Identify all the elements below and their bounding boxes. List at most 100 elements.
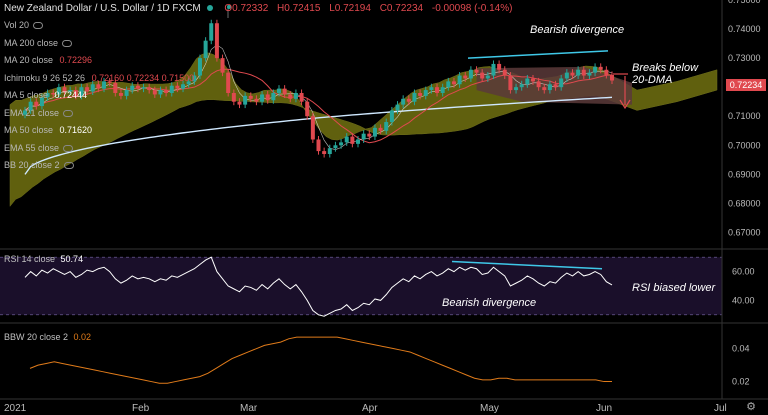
candle [418, 92, 423, 96]
eye-hidden-icon[interactable] [63, 144, 74, 152]
legend-label: MA 50 close [4, 125, 54, 135]
exchange: FXCM [172, 3, 201, 14]
candle [542, 87, 547, 91]
candle [440, 87, 445, 93]
candle [197, 58, 202, 76]
eye-hidden-icon[interactable] [63, 109, 74, 117]
candle [508, 75, 513, 91]
candle [231, 92, 236, 102]
legend-label: MA 20 close [4, 55, 54, 65]
price-pane[interactable] [9, 5, 718, 208]
candle [147, 87, 152, 91]
price-tick-label: 0.75000 [728, 0, 761, 5]
candle [344, 136, 349, 143]
candle [350, 136, 355, 144]
rsi-trendline [451, 260, 603, 270]
candle [23, 110, 27, 115]
candle [463, 75, 468, 79]
candle [514, 87, 519, 91]
candle [570, 72, 575, 76]
candle [265, 94, 270, 101]
symbol-name[interactable]: New Zealand Dollar / U.S. Dollar [4, 3, 149, 14]
legend-label: Ichimoku 9 26 52 26 [4, 72, 86, 83]
candle [226, 72, 231, 93]
price-tick-label: 0.67000 [728, 227, 761, 237]
candle [536, 81, 541, 88]
candle [181, 84, 186, 89]
candle [141, 87, 146, 89]
candle [90, 84, 95, 92]
annotation-rsi-biased-lower: RSI biased lower [632, 282, 716, 294]
rsi-tick-label: 40.00 [732, 295, 755, 305]
candle [68, 90, 73, 92]
bbw-label[interactable]: BBW 20 close 2 0.02 [4, 332, 91, 342]
candle [401, 98, 406, 105]
eye-hidden-icon[interactable] [62, 39, 73, 47]
bbw-tick-label: 0.02 [732, 377, 750, 387]
legend-row[interactable]: MA 5 close 0.72444 [4, 90, 87, 101]
candle [339, 142, 344, 146]
candle [305, 101, 310, 117]
bbw-label-text: BBW 20 close 2 [4, 332, 69, 342]
legend-row[interactable]: BB 20 close 2 [4, 160, 74, 171]
marker-dot [227, 5, 231, 9]
legend-label: EMA 21 close [4, 107, 60, 118]
legend-label: MA 200 close [4, 37, 59, 48]
legend-value: 0.72296 [57, 55, 93, 65]
ohlc-high: H0.72415 [277, 3, 321, 14]
interval[interactable]: 1D [156, 3, 170, 14]
legend-row[interactable]: Vol 20 [4, 20, 44, 31]
rsi-label-value: 50.74 [60, 254, 84, 264]
candle [186, 81, 191, 85]
legend-row[interactable]: MA 20 close 0.72296 [4, 55, 92, 66]
ma5-line [24, 44, 613, 150]
x-tick-label: May [480, 403, 499, 414]
candle [28, 101, 33, 111]
candle [525, 78, 530, 85]
candle [327, 148, 332, 155]
candle [39, 97, 44, 107]
legend-row[interactable]: Ichimoku 9 26 52 26 0.72160 0.72234 0.71… [4, 73, 194, 84]
candle [56, 87, 61, 95]
legend-row[interactable]: MA 50 close 0.71620 [4, 125, 92, 136]
annotation-bearish-divergence-rsi: Bearish divergence [442, 297, 537, 309]
candle [356, 139, 361, 144]
rsi-label[interactable]: RSI 14 close 50.74 [4, 254, 83, 264]
candle [271, 92, 276, 101]
candle [107, 81, 112, 83]
legend-row[interactable]: EMA 55 close [4, 142, 74, 154]
chart-header: New Zealand Dollar / U.S. Dollar / 1D FX… [4, 3, 513, 14]
candle [220, 58, 225, 73]
candle [598, 66, 603, 70]
legend-label: EMA 55 close [4, 142, 60, 153]
candle [243, 95, 248, 105]
x-tick-label: Mar [240, 403, 258, 414]
candle [604, 69, 609, 75]
candle [502, 69, 507, 76]
candle [457, 75, 462, 85]
x-tick-label: Jun [596, 403, 612, 414]
market-status-icon [206, 5, 213, 12]
candle [85, 87, 90, 92]
bbw-pane[interactable] [29, 336, 612, 384]
candle [248, 95, 253, 99]
settings-gear-icon[interactable]: ⚙ [746, 401, 756, 413]
annotation-bearish-divergence-price: Bearish divergence [530, 24, 625, 36]
candle [435, 87, 440, 93]
candle [34, 101, 39, 107]
candle [169, 85, 174, 93]
candle [446, 81, 451, 88]
candle [474, 69, 479, 73]
candle [497, 63, 502, 70]
legend-row[interactable]: MA 200 close [4, 37, 73, 49]
candle [310, 116, 315, 140]
eye-hidden-icon[interactable] [63, 162, 74, 170]
ma50-line [24, 96, 613, 175]
rsi-pane[interactable] [0, 256, 722, 317]
candle [62, 87, 67, 92]
legend-row[interactable]: EMA 21 close [4, 107, 74, 119]
eye-hidden-icon[interactable] [33, 22, 44, 30]
ohlc-open: O0.72332 [224, 3, 269, 14]
candle [389, 110, 394, 123]
